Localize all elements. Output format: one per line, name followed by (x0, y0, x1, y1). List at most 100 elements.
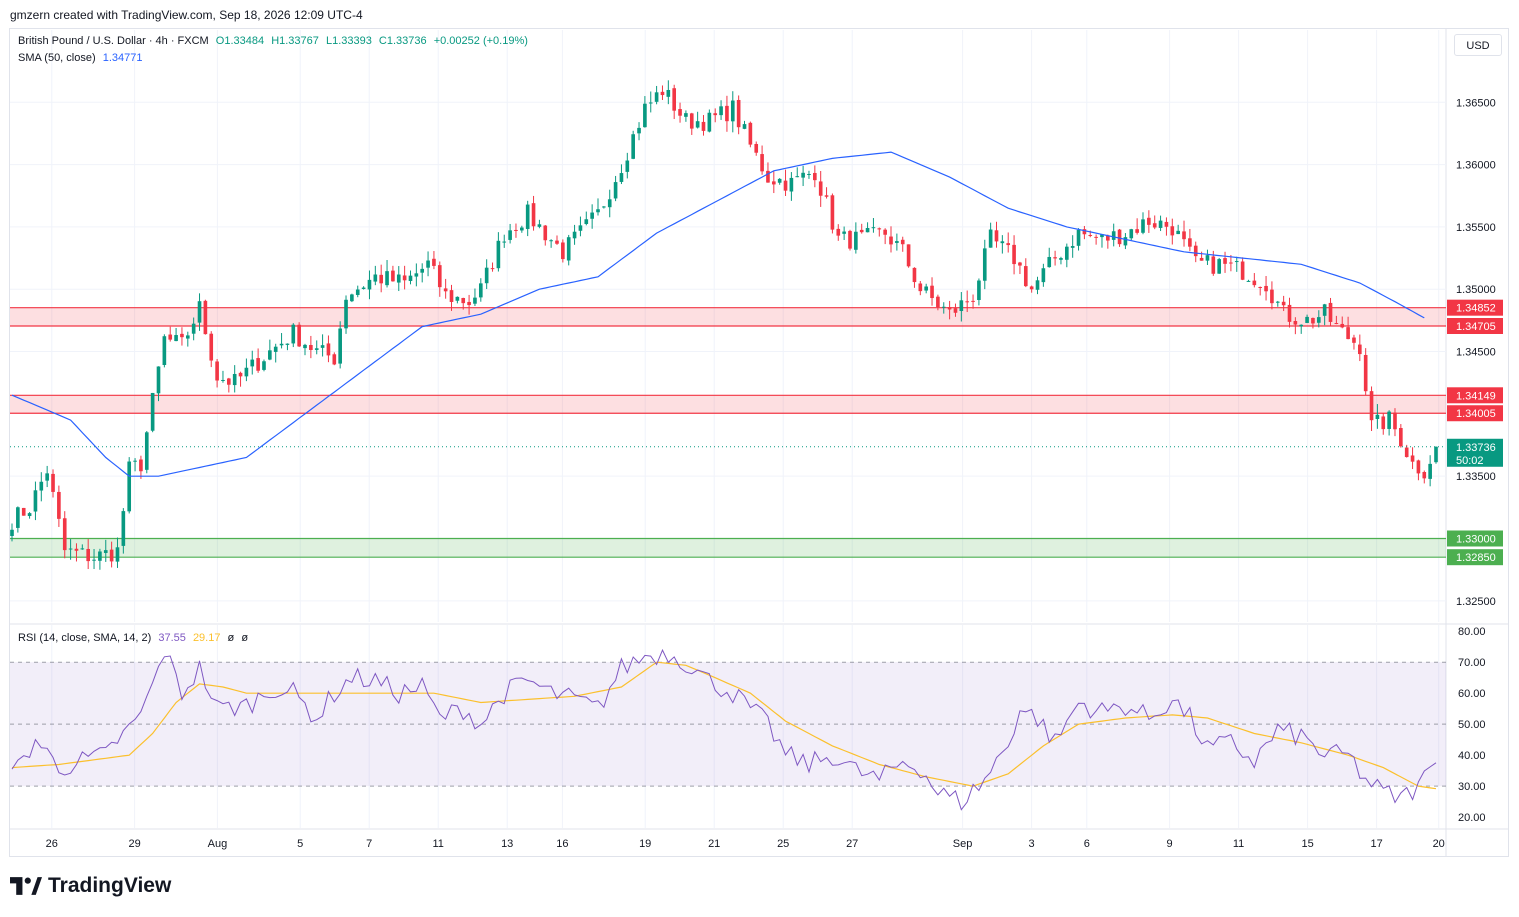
candle-down (1293, 321, 1298, 325)
candle-up (92, 559, 96, 561)
rsi-tick-label: 20.00 (1458, 812, 1486, 824)
close-value: C1.33736 (378, 35, 427, 47)
zone-price-tag (1447, 549, 1503, 566)
time-tick-label: 7 (366, 838, 372, 850)
candle-down (766, 170, 770, 183)
candle-down (748, 122, 753, 145)
candle-up (619, 173, 624, 182)
candle-up (801, 172, 805, 178)
last-price-tag (1447, 438, 1503, 467)
support-zone (10, 538, 1446, 558)
candle-up (133, 460, 137, 462)
symbol-name[interactable]: British Pound / U.S. Dollar · 4h · FXCM (18, 35, 209, 47)
candle-down (918, 283, 923, 292)
candle-down (1264, 285, 1268, 292)
time-tick-label: 17 (1370, 838, 1382, 850)
candle-down (561, 242, 565, 260)
price-tick-label: 1.33500 (1456, 471, 1496, 483)
candle-up (1387, 411, 1391, 429)
resistance-zone (10, 395, 1446, 414)
candle-up (590, 212, 594, 219)
candle-down (1346, 327, 1350, 340)
candle-up (279, 343, 284, 346)
candle-down (391, 270, 395, 282)
tradingview-logo[interactable]: TradingView (10, 874, 171, 898)
candle-up (854, 231, 858, 250)
candle-down (168, 334, 173, 340)
candle-up (1217, 259, 1221, 274)
candle-up (508, 230, 512, 240)
candle-up (572, 231, 577, 239)
candle-up (385, 271, 389, 286)
candle-up (742, 124, 747, 129)
candle-up (1100, 234, 1104, 238)
candle-up (549, 240, 553, 242)
candle-down (1393, 412, 1397, 430)
sma-line (11, 151, 1425, 477)
candle-down (379, 274, 384, 284)
candle-up (396, 274, 401, 283)
rsi-value: 37.55 (158, 632, 186, 644)
candle-up (314, 348, 319, 350)
candle-up (684, 113, 688, 117)
candle-up (537, 224, 542, 227)
candle-down (1188, 238, 1192, 247)
candle-down (1164, 221, 1169, 227)
candle-down (139, 459, 143, 472)
candle-down (74, 548, 79, 551)
candle-down (1287, 304, 1292, 322)
rsi-extra-1: ø (227, 632, 235, 644)
price-tick-label: 1.34500 (1456, 347, 1496, 359)
candle-up (232, 373, 237, 386)
candle-up (1041, 268, 1046, 283)
candle-down (947, 307, 952, 310)
candle-down (689, 113, 694, 129)
rsi-label: RSI (14, close, SMA, 14, 2) (18, 632, 152, 644)
candle-up (285, 343, 290, 345)
candle-up (613, 182, 618, 199)
candle-up (496, 240, 501, 269)
candle-down (256, 358, 260, 371)
price-zones (10, 307, 1446, 558)
time-tick-label: 16 (556, 838, 568, 850)
price-tick-label: 1.35500 (1456, 222, 1496, 234)
zone-price-tag (1447, 387, 1503, 404)
candle-up (865, 227, 870, 233)
candle-down (1106, 235, 1110, 241)
candle-down (953, 308, 958, 313)
high-value: H1.33767 (271, 35, 319, 47)
countdown-label: 50:02 (1456, 455, 1484, 467)
candle-up (1123, 237, 1128, 246)
candle-down (238, 372, 243, 377)
candle-down (713, 113, 718, 116)
rsi-legend[interactable]: RSI (14, close, SMA, 14, 2) 37.55 29.17 … (18, 632, 252, 644)
candle-down (21, 507, 26, 516)
candle-up (1305, 316, 1309, 323)
time-tick-label: 3 (1029, 838, 1035, 850)
candle-up (977, 280, 981, 301)
candle-up (320, 345, 325, 348)
time-tick-label: 5 (297, 838, 303, 850)
sma-legend[interactable]: SMA (50, close) 1.34771 (18, 52, 146, 64)
candle-up (895, 241, 899, 243)
candle-up (648, 102, 653, 104)
tradingview-logo-text: TradingView (48, 874, 172, 897)
open-value: O1.33484 (215, 35, 265, 47)
candle-down (86, 548, 90, 562)
zone-price-tag (1447, 299, 1503, 316)
candle-down (1334, 323, 1339, 325)
candle-up (268, 350, 272, 360)
candle-up (361, 287, 366, 289)
candle-down (830, 195, 835, 230)
candle-up (596, 209, 600, 213)
candle-up (988, 229, 993, 248)
candlestick-series (10, 80, 1438, 570)
candle-up (1076, 229, 1081, 246)
candle-down (1193, 245, 1198, 257)
candle-up (68, 548, 73, 550)
candle-up (602, 206, 606, 208)
candle-up (414, 273, 419, 277)
currency-button[interactable]: USD (1454, 34, 1502, 56)
candle-down (1352, 337, 1356, 343)
